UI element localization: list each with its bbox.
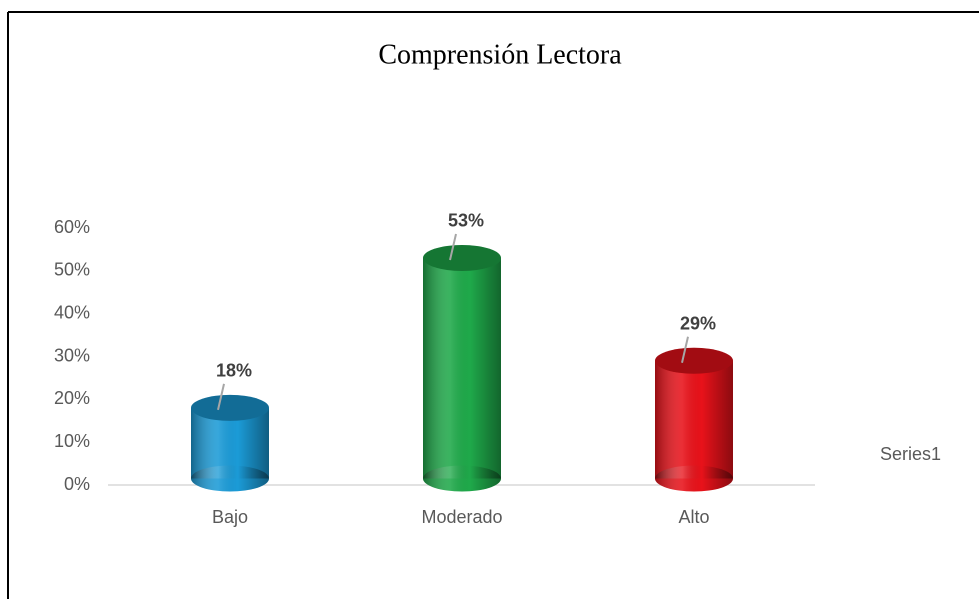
data-label: 18%: [216, 361, 252, 381]
bar-top-shade: [191, 394, 269, 421]
y-tick-label: 0%: [64, 474, 90, 494]
y-tick-label: 60%: [54, 217, 90, 237]
leader-line: [449, 233, 457, 261]
y-tick-label: 20%: [54, 388, 90, 408]
bar-top-shade: [423, 244, 501, 271]
bar-top: [191, 394, 269, 421]
bar-top: [423, 244, 501, 271]
data-label: 29%: [680, 314, 716, 334]
x-tick-label: Alto: [678, 507, 709, 527]
bar-shade: [423, 257, 501, 479]
y-tick-label: 30%: [54, 345, 90, 365]
chart-title: Comprensión Lectora: [378, 39, 622, 70]
bar-top-shade: [655, 347, 733, 374]
leader-line: [681, 336, 689, 364]
legend-entry: Series1: [880, 444, 941, 464]
y-tick-label: 40%: [54, 302, 90, 322]
x-tick-label: Bajo: [212, 507, 248, 527]
y-tick-label: 10%: [54, 431, 90, 451]
leader-line: [217, 383, 225, 411]
x-tick-label: Moderado: [421, 507, 502, 527]
data-label: 53%: [448, 211, 484, 231]
bar-top: [655, 347, 733, 374]
bar-shade: [655, 360, 733, 479]
y-tick-label: 50%: [54, 260, 90, 280]
